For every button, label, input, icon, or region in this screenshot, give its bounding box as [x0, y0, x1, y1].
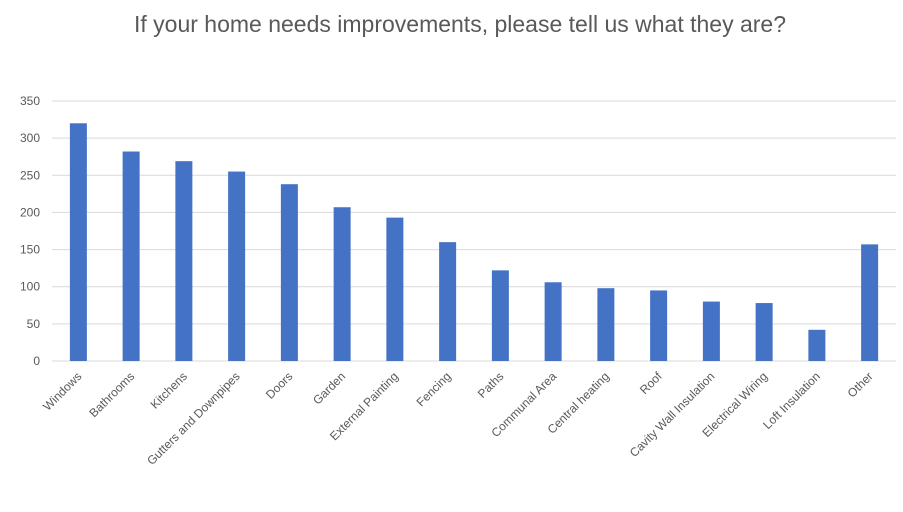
x-category-label: Paths — [475, 369, 507, 401]
bar — [808, 329, 826, 361]
y-tick-label: 150 — [20, 243, 40, 257]
bar — [544, 282, 562, 361]
gridlines — [52, 100, 896, 362]
bar — [386, 217, 404, 361]
y-tick-label: 100 — [20, 280, 40, 294]
x-category-label: Gutters and Downpipes — [144, 369, 243, 468]
y-tick-label: 0 — [33, 354, 40, 368]
y-tick-label: 250 — [20, 168, 40, 182]
x-category-label: Garden — [310, 369, 348, 407]
bar — [280, 184, 298, 361]
x-category-label: Doors — [263, 369, 296, 402]
y-tick-label: 350 — [20, 94, 40, 108]
bar — [755, 303, 773, 361]
bar — [597, 288, 615, 361]
y-tick-label: 50 — [27, 317, 41, 331]
x-category-label: Windows — [40, 369, 84, 413]
y-axis-ticks: 0 50 100 150 200 250 300 350 — [20, 94, 40, 368]
bar — [650, 290, 668, 361]
bar — [702, 301, 720, 361]
bars — [69, 123, 879, 362]
x-category-label: Fencing — [414, 369, 454, 409]
x-category-label: Bathrooms — [86, 369, 137, 420]
bar — [122, 151, 140, 361]
bar — [491, 270, 509, 361]
bar — [333, 207, 351, 361]
x-category-label: Other — [845, 369, 876, 400]
bar — [69, 123, 87, 362]
y-tick-label: 200 — [20, 205, 40, 219]
x-category-label: Roof — [637, 369, 665, 397]
bar — [439, 242, 457, 361]
bar — [228, 171, 246, 361]
x-category-label: Kitchens — [148, 369, 190, 411]
chart-title: If your home needs improvements, please … — [133, 11, 786, 37]
bar — [175, 161, 193, 361]
bar — [861, 244, 879, 361]
y-tick-label: 300 — [20, 131, 40, 145]
